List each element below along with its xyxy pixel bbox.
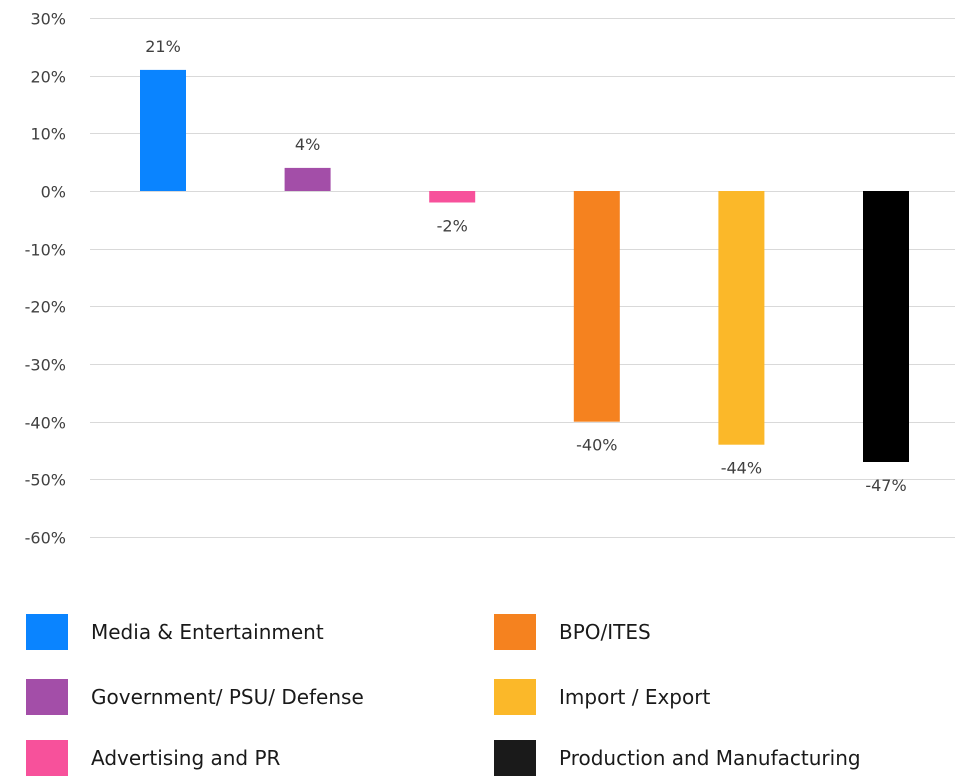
y-tick-label: 0% <box>41 183 66 202</box>
data-label: 21% <box>145 37 181 56</box>
bar <box>718 191 765 445</box>
bar <box>573 191 620 422</box>
y-tick-label: 30% <box>30 10 66 29</box>
data-label: -40% <box>576 436 617 455</box>
legend-label: Advertising and PR <box>91 746 281 770</box>
bars <box>140 69 909 462</box>
legend-swatch <box>494 614 536 650</box>
legend-swatch <box>494 740 536 776</box>
data-label: -47% <box>865 476 906 495</box>
bar <box>140 69 186 191</box>
legend-swatch <box>26 740 68 776</box>
bar <box>284 167 331 191</box>
y-tick-label: -60% <box>25 529 66 548</box>
data-labels: 21% 4% -2% -40% -44% -47% <box>145 37 906 495</box>
y-tick-label: -50% <box>25 471 66 490</box>
data-label: -2% <box>437 217 468 236</box>
legend-label: Government/ PSU/ Defense <box>91 685 364 709</box>
y-tick-label: -30% <box>25 356 66 375</box>
y-tick-label: -20% <box>25 298 66 317</box>
bar <box>863 191 909 462</box>
grid-lines <box>90 18 955 538</box>
legend-swatch <box>494 679 536 715</box>
legend-swatch <box>26 679 68 715</box>
bar <box>429 191 476 203</box>
y-tick-label: 20% <box>30 68 66 87</box>
data-label: 4% <box>295 135 320 154</box>
legend-swatch <box>26 614 68 650</box>
y-tick-label: 10% <box>30 125 66 144</box>
legend-label: BPO/ITES <box>559 620 651 644</box>
legend-label: Production and Manufacturing <box>559 746 861 770</box>
data-label: -44% <box>721 459 762 478</box>
legend: Media & Entertainment Government/ PSU/ De… <box>26 614 861 776</box>
legend-label: Import / Export <box>559 685 710 709</box>
legend-label: Media & Entertainment <box>91 620 324 644</box>
y-tick-label: -40% <box>25 414 66 433</box>
y-axis: 30% 20% 10% 0% -10% -20% -30% -40% -50% -60% <box>25 10 66 548</box>
y-tick-label: -10% <box>25 241 66 260</box>
